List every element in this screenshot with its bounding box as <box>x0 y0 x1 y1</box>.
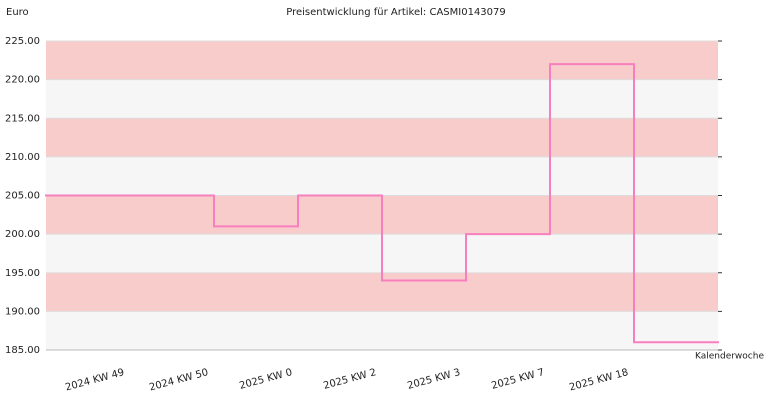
y-tick-label: 225.00 <box>5 36 40 47</box>
background-band <box>46 79 718 119</box>
x-tick-label: 2025 KW 18 <box>568 367 629 393</box>
chart-title: Preisentwicklung für Artikel: CASMI01430… <box>286 7 506 18</box>
y-axis-label: Euro <box>6 7 29 18</box>
y-tick-label: 205.00 <box>5 191 40 202</box>
y-tick-label: 210.00 <box>5 152 40 163</box>
y-tick-label: 220.00 <box>5 75 40 86</box>
background-band <box>46 41 718 80</box>
background-band <box>46 311 718 350</box>
x-axis-label: Kalenderwoche <box>695 352 764 362</box>
y-tick-label: 195.00 <box>5 268 40 279</box>
x-tick-label: 2025 KW 0 <box>238 367 293 392</box>
x-tick-label: 2025 KW 7 <box>490 367 545 392</box>
x-tick-label: 2025 KW 3 <box>406 367 461 392</box>
y-tick-label: 185.00 <box>5 345 40 356</box>
y-tick-label: 200.00 <box>5 229 40 240</box>
y-tick-label: 190.00 <box>5 306 40 317</box>
background-band <box>46 118 718 157</box>
y-tick-label: 215.00 <box>5 113 40 124</box>
x-tick-label: 2024 KW 50 <box>148 367 209 393</box>
x-tick-label: 2024 KW 49 <box>64 367 125 393</box>
x-tick-label: 2025 KW 2 <box>322 367 377 392</box>
background-band <box>46 156 718 196</box>
